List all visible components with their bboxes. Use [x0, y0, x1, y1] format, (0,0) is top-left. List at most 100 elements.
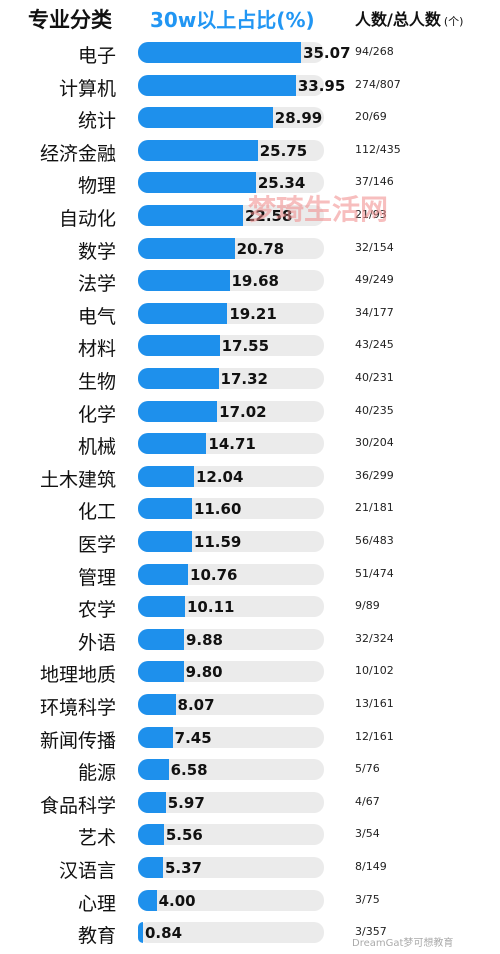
bar-fill [138, 433, 207, 455]
category-label: 化学 [77, 403, 116, 426]
value-label: 11.59 [193, 533, 242, 551]
bar-track: 0.84 [138, 922, 324, 944]
bar-fill [138, 596, 185, 618]
category-label: 教育 [77, 925, 116, 948]
bar-fill [138, 563, 189, 585]
bar-row: 艺术 5.56 3/54 [0, 818, 500, 851]
bar-fill [138, 922, 143, 944]
category-label: 数学 [77, 240, 116, 263]
value-label: 7.45 [174, 728, 212, 747]
category-label: 机械 [77, 436, 116, 459]
percentage-column-header: 30w以上占比(%) [150, 8, 315, 32]
bar-row: 机械 14.71 30/204 [0, 427, 500, 460]
bar-row: 食品科学 5.97 4/67 [0, 786, 500, 819]
bar-track: 19.21 [138, 302, 324, 324]
value-label: 17.02 [219, 402, 267, 421]
count-label: 40/235 [355, 403, 394, 417]
value-label: 19.21 [229, 304, 277, 323]
bar-track: 25.75 [138, 139, 324, 161]
value-label: 10.11 [187, 598, 235, 617]
bar-track: 17.02 [138, 400, 324, 422]
bar-row: 物理 25.34 37/146 [0, 166, 500, 199]
bar-track: 5.37 [138, 857, 324, 878]
category-label: 外语 [77, 631, 116, 654]
bar-track: 12.04 [138, 465, 324, 487]
count-header-label: 人数/总人数 [355, 10, 441, 29]
bar-fill [138, 335, 220, 357]
count-label: 49/249 [355, 273, 394, 287]
bar-track: 4.00 [138, 889, 324, 911]
count-label: 3/357 [355, 925, 387, 939]
count-label: 274/807 [355, 77, 401, 91]
bar-fill [138, 237, 235, 259]
bar-fill [138, 465, 194, 487]
count-label: 20/69 [355, 110, 387, 124]
bar-row: 汉语言 5.37 8/149 [0, 851, 500, 884]
bar-track: 33.95 [138, 74, 345, 96]
value-label: 17.55 [221, 337, 270, 356]
count-label: 13/161 [355, 697, 394, 710]
category-label: 医学 [77, 534, 116, 556]
value-label: 19.68 [231, 272, 279, 291]
count-label: 21/181 [355, 501, 394, 515]
category-label: 自动化 [58, 208, 116, 230]
category-label: 能源 [77, 762, 116, 785]
bar-row: 地理地质 9.80 10/102 [0, 655, 500, 688]
bar-row: 能源 6.58 5/76 [0, 753, 500, 786]
count-label: 56/483 [355, 534, 394, 547]
category-label: 土木建筑 [39, 468, 116, 491]
value-label: 35.07 [303, 44, 351, 62]
bar-row: 材料 17.55 43/245 [0, 329, 500, 362]
bar-row: 教育 0.84 3/357 [0, 916, 500, 949]
count-label: 5/76 [355, 762, 380, 776]
value-label: 11.60 [193, 500, 242, 519]
value-label: 28.99 [274, 109, 323, 128]
bar-fill [138, 74, 296, 96]
bar-track: 8.07 [138, 694, 324, 715]
bar-fill [138, 270, 230, 292]
bar-track: 9.80 [138, 661, 324, 683]
value-label: 12.04 [195, 467, 244, 486]
value-label: 22.58 [244, 207, 293, 225]
bar-track: 20.78 [138, 237, 324, 259]
count-label: 4/67 [355, 794, 380, 808]
value-label: 10.76 [190, 565, 238, 584]
category-label: 新闻传播 [39, 729, 116, 752]
category-label: 化工 [77, 501, 116, 524]
bar-row: 心理 4.00 3/75 [0, 884, 500, 917]
count-label: 30/204 [355, 436, 394, 450]
value-label: 33.95 [297, 76, 346, 95]
value-label: 5.37 [164, 859, 202, 877]
bar-track: 5.56 [138, 824, 324, 846]
watermark-text: 梦琦生活网 [248, 193, 389, 226]
category-label: 材料 [77, 338, 116, 361]
category-label: 统计 [77, 110, 116, 133]
category-label: 生物 [77, 371, 116, 393]
bar-fill [138, 628, 184, 650]
value-label: 25.75 [259, 141, 308, 160]
count-label: 12/161 [355, 729, 394, 743]
bar-row: 化学 17.02 40/235 [0, 395, 500, 428]
bar-track: 9.88 [138, 628, 324, 650]
bar-fill [138, 694, 176, 715]
value-label: 5.56 [165, 826, 203, 845]
bar-track: 11.60 [138, 498, 324, 520]
credit-text: DreamGat梦可想教育 [352, 938, 454, 949]
category-label: 地理地质 [39, 664, 116, 687]
bar-row: 环境科学 8.07 13/161 [0, 688, 500, 721]
bar-row: 计算机 33.95 274/807 [0, 69, 500, 102]
bar-fill [138, 498, 192, 520]
bar-fill [138, 791, 166, 813]
bar-track: 35.07 [138, 42, 351, 63]
bar-fill [138, 42, 302, 63]
category-label: 管理 [77, 566, 116, 589]
count-label: 3/75 [355, 892, 380, 906]
bar-fill [138, 889, 157, 911]
category-label: 艺术 [77, 827, 116, 850]
count-label: 3/54 [355, 827, 380, 841]
bar-track: 10.76 [138, 563, 324, 585]
bar-fill [138, 400, 218, 422]
bar-row: 自动化 22.58 21/93 [0, 199, 500, 232]
count-label: 36/299 [355, 468, 394, 482]
category-label: 农学 [77, 599, 116, 622]
